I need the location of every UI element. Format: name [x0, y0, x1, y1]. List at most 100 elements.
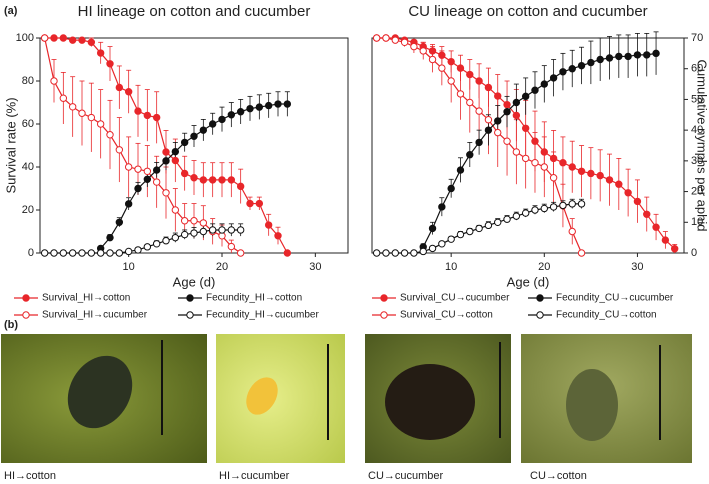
data-point — [171, 156, 180, 165]
data-point — [59, 249, 68, 257]
data-point — [549, 174, 558, 182]
photo-caption: HI→cucumber — [219, 470, 290, 482]
data-point — [475, 224, 483, 233]
photo: HI→cotton — [1, 334, 207, 482]
data-point — [419, 47, 427, 55]
data-point — [208, 176, 217, 184]
data-point — [512, 212, 521, 220]
legend-label: Survival_CU→cotton — [400, 310, 493, 321]
data-point — [115, 249, 124, 257]
data-point — [494, 128, 502, 137]
data-point — [559, 201, 567, 210]
legend-label: Fecundity_CU→cucumber — [556, 293, 674, 304]
data-point — [106, 233, 114, 242]
data-point — [264, 221, 273, 229]
data-point — [624, 189, 632, 197]
photo-caption: HI→cotton — [4, 470, 56, 482]
data-point — [180, 230, 189, 239]
data-point — [190, 217, 198, 225]
data-point — [512, 111, 521, 120]
data-point — [68, 103, 77, 111]
y-tick-label: 100 — [16, 32, 34, 44]
data-point — [410, 42, 418, 51]
data-point — [484, 83, 493, 92]
data-point — [78, 109, 86, 117]
data-point — [410, 249, 418, 257]
data-point — [227, 242, 236, 251]
data-point — [577, 249, 586, 257]
data-point — [652, 223, 660, 231]
data-point — [521, 154, 530, 163]
data-point — [521, 209, 530, 217]
y2-tick-label: 0 — [691, 247, 697, 259]
data-point — [503, 215, 511, 223]
series-line — [44, 229, 241, 254]
data-point — [438, 203, 446, 211]
data-point — [428, 244, 437, 253]
data-point — [391, 249, 399, 257]
data-point — [208, 226, 217, 234]
legend-marker — [22, 311, 30, 319]
data-point — [531, 206, 539, 214]
data-point — [59, 94, 68, 102]
photo-caption: CU→cucumber — [368, 470, 444, 482]
data-point — [255, 199, 264, 208]
y-axis-label: Survival rate (%) — [3, 97, 18, 193]
x-tick-label: 30 — [309, 261, 321, 273]
data-point — [503, 137, 511, 145]
data-point — [605, 54, 614, 62]
photo: CU→cotton — [521, 334, 692, 482]
data-point — [428, 224, 437, 233]
data-point — [503, 100, 511, 109]
data-point — [152, 113, 161, 122]
data-point — [68, 36, 77, 44]
legend-marker — [186, 294, 194, 302]
data-point — [115, 218, 124, 226]
panel-label: (b) — [4, 319, 18, 331]
data-point — [96, 49, 105, 57]
data-point — [264, 101, 273, 110]
y2-tick-label: 50 — [691, 93, 703, 105]
data-point — [152, 178, 161, 186]
x-axis-label: Age (d) — [507, 274, 550, 289]
data-point — [236, 108, 245, 116]
data-point — [190, 229, 198, 237]
data-point — [180, 138, 189, 147]
data-point — [106, 249, 114, 257]
data-point — [199, 227, 208, 236]
data-point — [68, 249, 77, 257]
data-point — [236, 249, 245, 257]
data-point — [456, 230, 465, 239]
data-point — [466, 70, 474, 79]
data-point — [670, 245, 679, 253]
data-point — [50, 34, 58, 42]
data-point — [227, 176, 236, 184]
data-point — [428, 55, 437, 64]
data-point — [218, 176, 226, 184]
data-point — [540, 163, 548, 171]
legend-label: Survival_HI→cucumber — [42, 310, 148, 321]
data-point — [624, 52, 632, 61]
legend-marker — [186, 311, 194, 319]
data-point — [236, 182, 245, 191]
legend-label: Fecundity_HI→cotton — [206, 293, 302, 304]
data-point — [475, 107, 483, 115]
data-point — [577, 200, 586, 208]
data-point — [59, 34, 68, 42]
data-point — [283, 100, 292, 108]
data-point — [180, 169, 189, 178]
data-point — [208, 120, 217, 128]
data-point — [87, 113, 96, 122]
data-point — [456, 166, 465, 174]
data-point — [162, 157, 170, 165]
data-point — [652, 49, 660, 58]
data-point — [438, 51, 446, 59]
series-line — [422, 52, 657, 248]
data-point — [40, 249, 49, 257]
data-point — [236, 226, 245, 234]
data-point — [134, 184, 142, 193]
data-point — [162, 237, 170, 245]
data-point — [372, 249, 381, 257]
data-point — [87, 38, 96, 46]
y2-axis-label: Cumulative nymphs per aphid — [695, 60, 709, 232]
